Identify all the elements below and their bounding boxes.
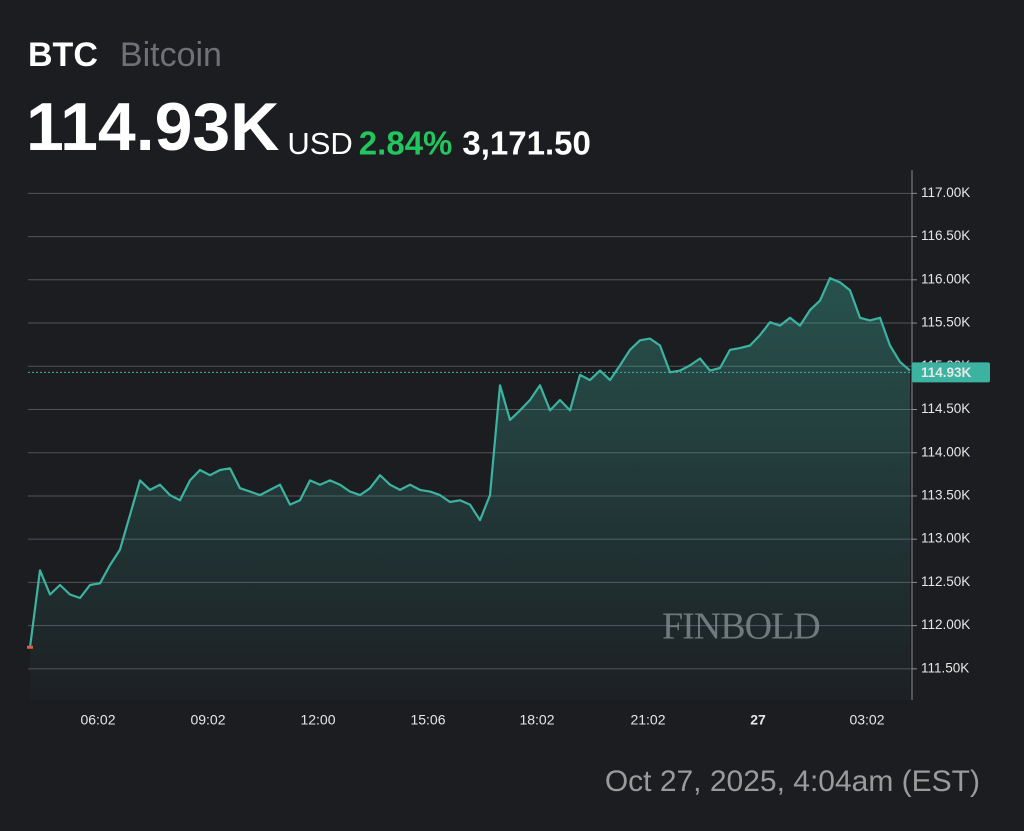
- price-line: [28, 277, 911, 648]
- x-tick-label: 18:02: [519, 712, 554, 728]
- x-tick-label: 21:02: [630, 712, 665, 728]
- y-tick-label: 111.50K: [921, 660, 969, 675]
- current-price-label: 114.93K: [921, 365, 972, 380]
- x-tick-label: 03:02: [849, 712, 884, 728]
- y-tick-label: 116.50K: [921, 228, 970, 243]
- current-price-box: [912, 362, 990, 383]
- asset-name: Bitcoin: [120, 36, 222, 74]
- date: Oct 27, 2025, 4:04am (EST): [605, 765, 980, 798]
- y-tick-label: 117.00K: [921, 185, 970, 200]
- change-value: 3,171.50: [462, 125, 590, 162]
- plot: 117.00K116.50K116.00K115.50K115.00K114.5…: [27, 170, 990, 728]
- y-tick-label: 114.00K: [921, 444, 970, 459]
- x-tick-label: 15:06: [410, 712, 445, 728]
- y-tick-label: 114.50K: [921, 401, 970, 416]
- y-tick-label: 112.50K: [921, 574, 970, 589]
- change-percent: 2.84%: [359, 125, 453, 162]
- y-tick-label: 112.00K: [921, 617, 970, 632]
- ticker: BTC: [28, 36, 98, 74]
- x-tick-label: 27: [750, 712, 766, 728]
- price: 114.93K: [26, 89, 279, 165]
- x-tick-label: 06:02: [80, 712, 115, 728]
- start-marker: [27, 645, 33, 649]
- y-tick-label: 113.00K: [921, 531, 970, 546]
- y-tick-label: 115.50K: [921, 315, 970, 330]
- currency: USD: [287, 126, 352, 161]
- y-tick-label: 113.50K: [921, 488, 970, 503]
- x-tick-label: 12:00: [300, 712, 335, 728]
- price-area: [30, 278, 910, 700]
- x-tick-label: 09:02: [190, 712, 225, 728]
- y-tick-label: 116.00K: [921, 271, 970, 286]
